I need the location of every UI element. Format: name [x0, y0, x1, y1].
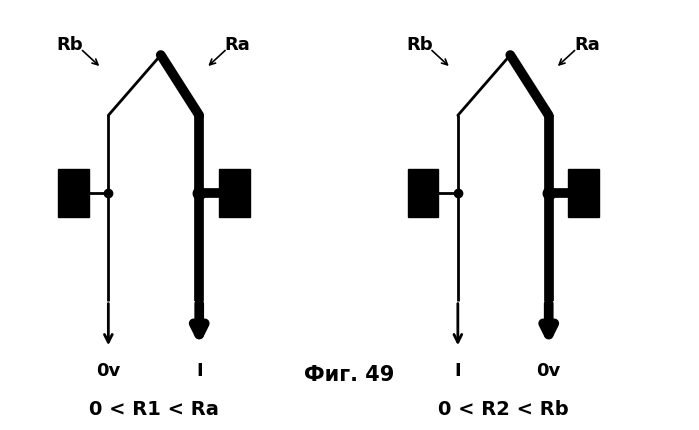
Text: Rb: Rb	[57, 36, 83, 54]
Bar	[568, 170, 599, 217]
Text: 0v: 0v	[96, 361, 120, 379]
Bar	[219, 170, 250, 217]
Text: Ra: Ra	[225, 36, 250, 54]
Bar	[58, 170, 89, 217]
Bar	[408, 170, 438, 217]
Text: I: I	[196, 361, 203, 379]
Text: Фиг. 49: Фиг. 49	[304, 364, 395, 384]
Text: 0 < R1 < Ra: 0 < R1 < Ra	[89, 399, 219, 418]
Text: 0v: 0v	[537, 361, 561, 379]
Text: Rb: Rb	[406, 36, 433, 54]
Text: I: I	[454, 361, 461, 379]
Text: Ra: Ra	[575, 36, 600, 54]
Text: 0 < R2 < Rb: 0 < R2 < Rb	[438, 399, 568, 418]
